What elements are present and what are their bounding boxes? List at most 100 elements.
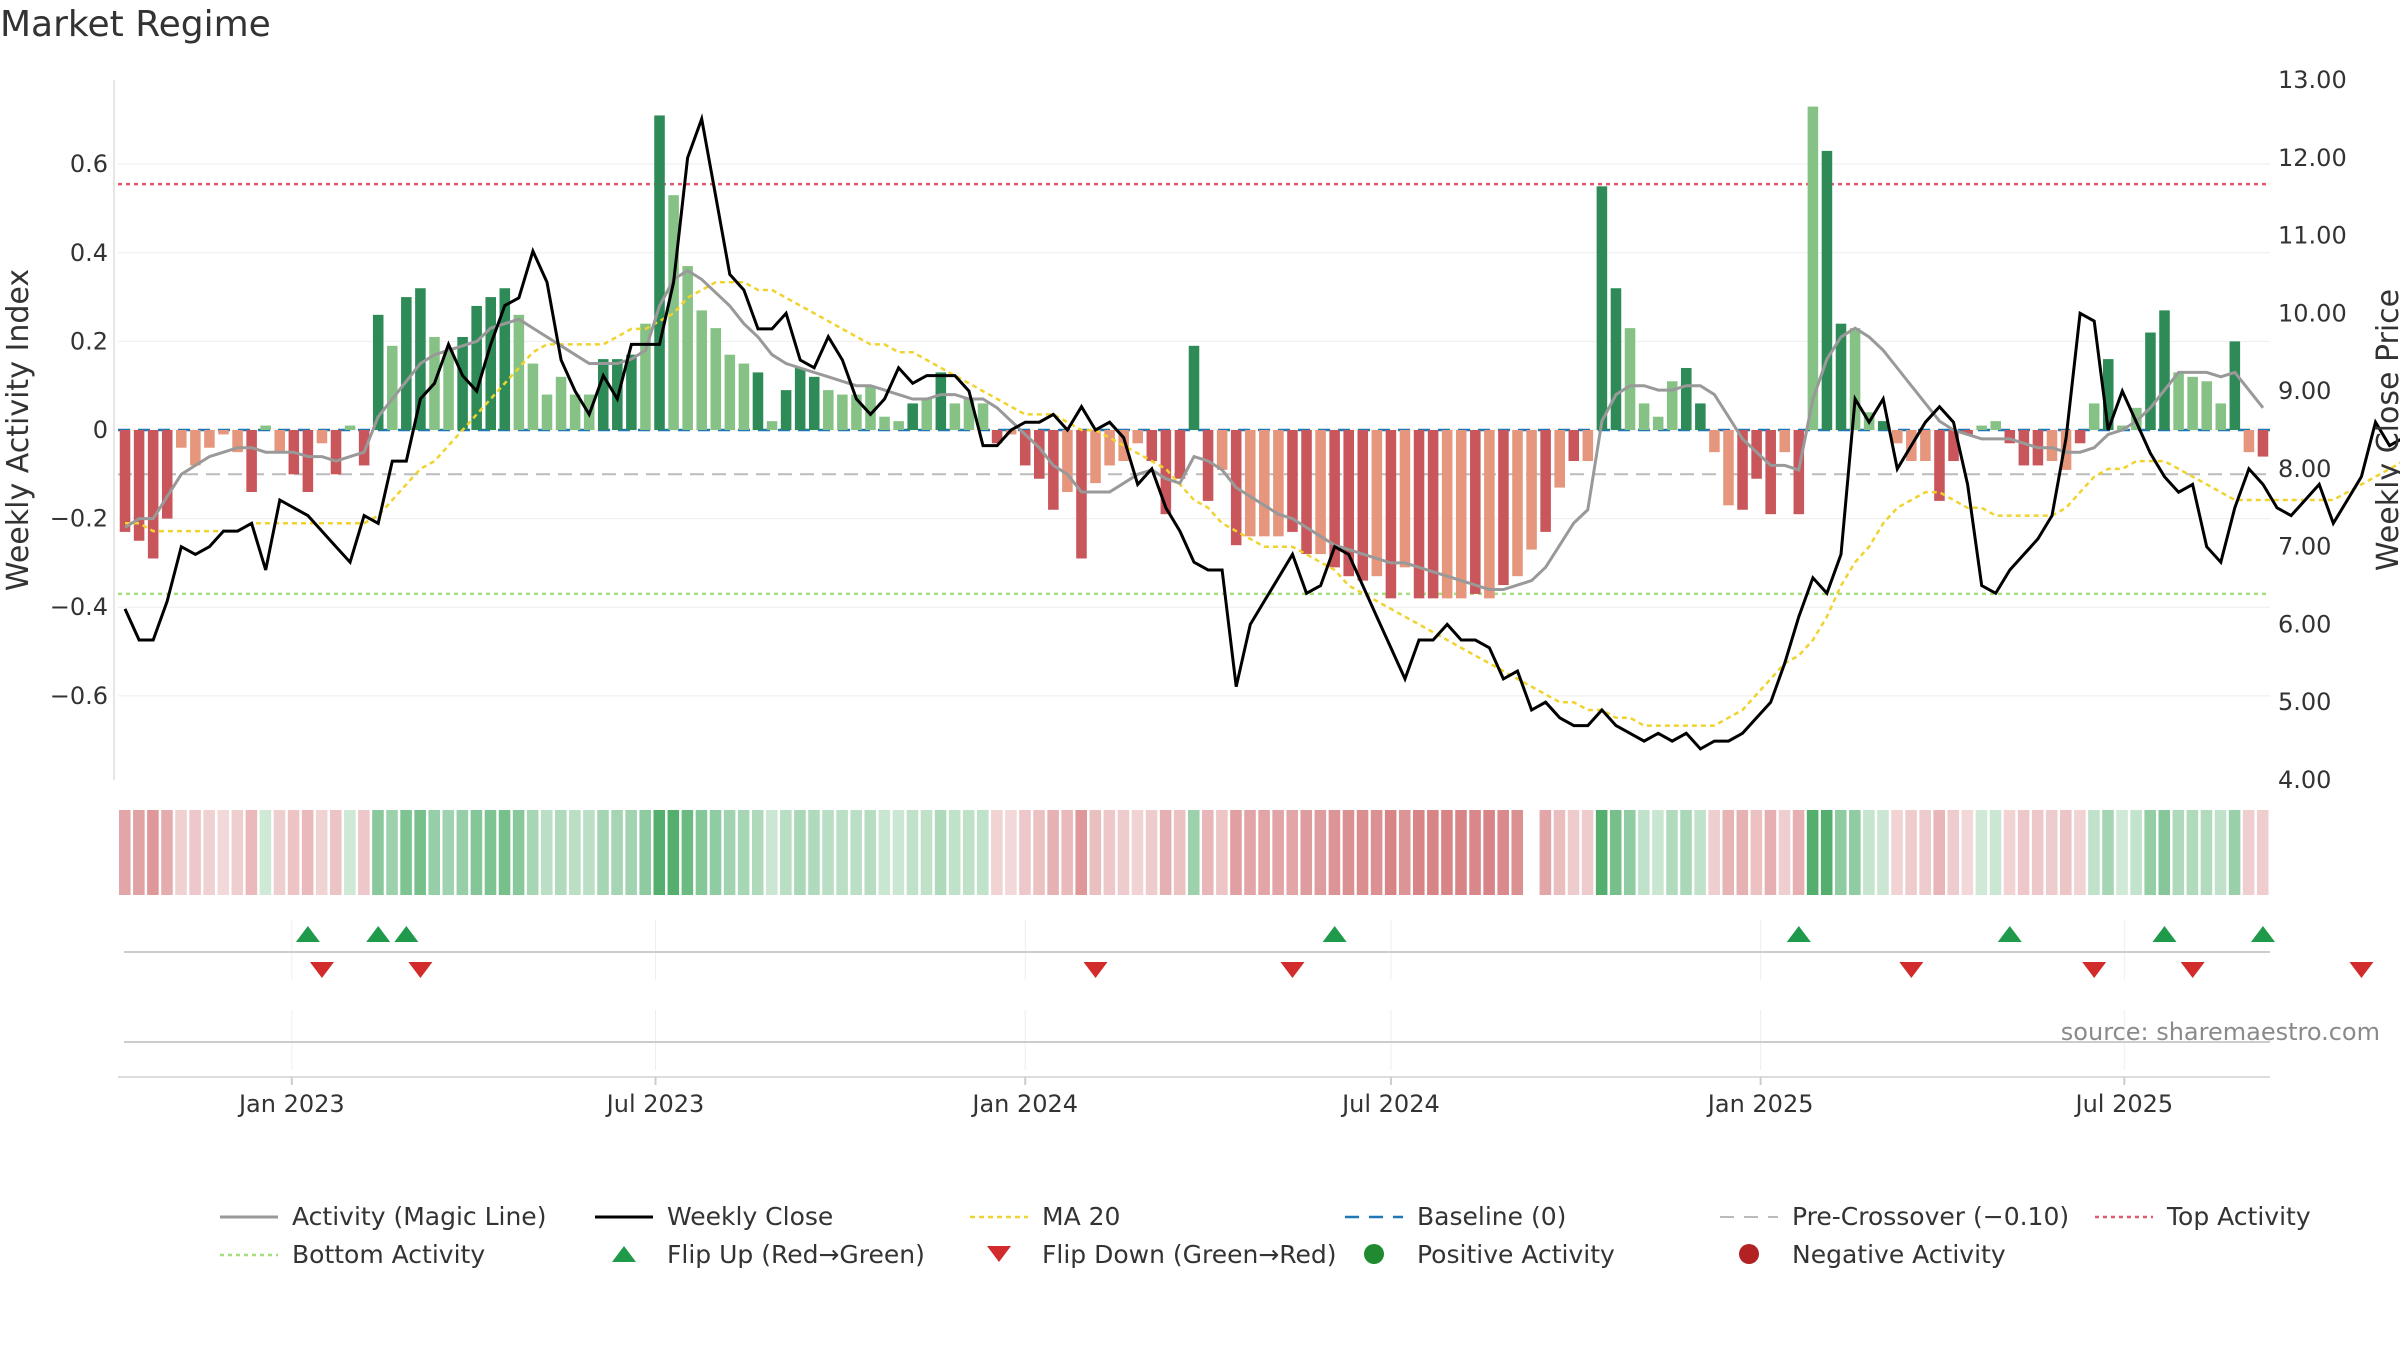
left-tick-label: 0.4 (70, 239, 108, 267)
regime-cell (583, 810, 595, 895)
regime-cell (1427, 810, 1439, 895)
regime-cell (1103, 810, 1116, 895)
activity-bar (1287, 430, 1298, 532)
activity-bar (865, 385, 876, 430)
left-tick-label: 0.6 (70, 150, 108, 178)
activity-bar (1891, 430, 1903, 444)
activity-bar (1160, 430, 1172, 515)
ma20-line (125, 280, 2400, 727)
regime-cell (2186, 810, 2199, 895)
regime-cell (597, 810, 609, 895)
regime-cell (1075, 810, 1088, 895)
activity-bar (1990, 421, 2001, 430)
legend-label: Baseline (0) (1417, 1202, 1566, 1231)
regime-cell (203, 810, 215, 895)
activity-bar (499, 288, 511, 430)
regime-cell (1567, 810, 1580, 895)
regime-cell (1089, 810, 1102, 895)
regime-cell (2060, 810, 2072, 895)
regime-cell (1595, 810, 1608, 895)
legend-label: Weekly Close (667, 1202, 833, 1231)
activity-bar (2145, 332, 2156, 430)
activity-bar (541, 394, 553, 430)
regime-cell (1750, 810, 1763, 895)
regime-cell (1258, 810, 1270, 895)
flip-down-marker (2180, 962, 2205, 978)
regime-cell (273, 810, 286, 895)
regime-cell (822, 810, 834, 895)
right-tick-label: 5.00 (2278, 688, 2331, 716)
regime-cell (1539, 810, 1552, 895)
activity-bar (1962, 430, 1973, 435)
regime-cell (1216, 810, 1228, 895)
legend-swatch (987, 1246, 1011, 1262)
x-tick-label: Jul 2024 (1340, 1090, 1440, 1118)
regime-cell (1919, 810, 1931, 895)
regime-cell (1694, 810, 1706, 895)
activity-bar (260, 425, 271, 430)
activity-bar (851, 394, 862, 430)
left-tick-label: −0.2 (50, 505, 108, 533)
regime-cell (147, 810, 159, 895)
regime-cell (836, 810, 848, 895)
regime-cell (1849, 810, 1861, 895)
regime-cell (864, 810, 877, 895)
regime-cell (119, 810, 131, 895)
regime-cell (526, 810, 539, 895)
activity-bar (1681, 367, 1692, 430)
activity-bar (1427, 430, 1439, 599)
regime-cell (1652, 810, 1664, 895)
regime-cell (850, 810, 862, 895)
regime-cell (175, 810, 187, 895)
regime-cell (1019, 810, 1031, 895)
regime-cell (1033, 810, 1045, 895)
flip-up-marker (1997, 926, 2022, 942)
activity-bar (1596, 186, 1608, 430)
left-axis-label: Weekly Activity Index (1, 269, 36, 591)
activity-bar (190, 430, 201, 466)
activity-bar (2243, 430, 2255, 453)
activity-bar (2229, 341, 2241, 430)
activity-bar (626, 354, 637, 430)
regime-cell (1708, 810, 1720, 895)
x-tick-label: Jul 2023 (605, 1090, 705, 1118)
flip-up-marker (1786, 926, 1811, 942)
flip-down-marker (1083, 962, 1108, 978)
regime-cell (1792, 810, 1805, 895)
regime-cell (1244, 810, 1256, 895)
activity-bar (1793, 430, 1805, 515)
regime-cell (780, 810, 792, 895)
regime-cell (1834, 810, 1847, 895)
activity-bar (1568, 430, 1580, 462)
regime-cell (386, 810, 398, 895)
activity-bar (2004, 430, 2016, 444)
legend-item-magic: Activity (Magic Line) (220, 1202, 546, 1231)
activity-bar (1034, 430, 1045, 479)
regime-cell (1356, 810, 1369, 895)
activity-bar (1216, 430, 1228, 470)
x-tick-label: Jan 2025 (1706, 1090, 1814, 1118)
right-tick-label: 6.00 (2278, 610, 2331, 638)
regime-cell (1342, 810, 1355, 895)
regime-cell (1413, 810, 1425, 895)
activity-bar (1385, 430, 1397, 599)
activity-bar (1610, 288, 1622, 430)
activity-bar (949, 403, 961, 430)
activity-bar (2187, 376, 2198, 430)
activity-bar (1709, 430, 1720, 453)
legend-swatch (1739, 1244, 1759, 1264)
source-label: source: sharemaestro.com (2061, 1018, 2380, 1046)
regime-cell (2102, 810, 2114, 895)
regime-cell (442, 810, 455, 895)
regime-cell (372, 810, 384, 895)
right-tick-label: 11.00 (2278, 222, 2347, 250)
activity-bar (1329, 430, 1340, 568)
regime-cell (1272, 810, 1284, 895)
activity-bar (696, 310, 707, 430)
regime-cell (794, 810, 806, 895)
regime-cell (878, 810, 891, 895)
activity-bar (977, 403, 989, 430)
legend-item-top: Top Activity (2095, 1202, 2311, 1231)
activity-bar (246, 430, 257, 493)
regime-cell (962, 810, 975, 895)
